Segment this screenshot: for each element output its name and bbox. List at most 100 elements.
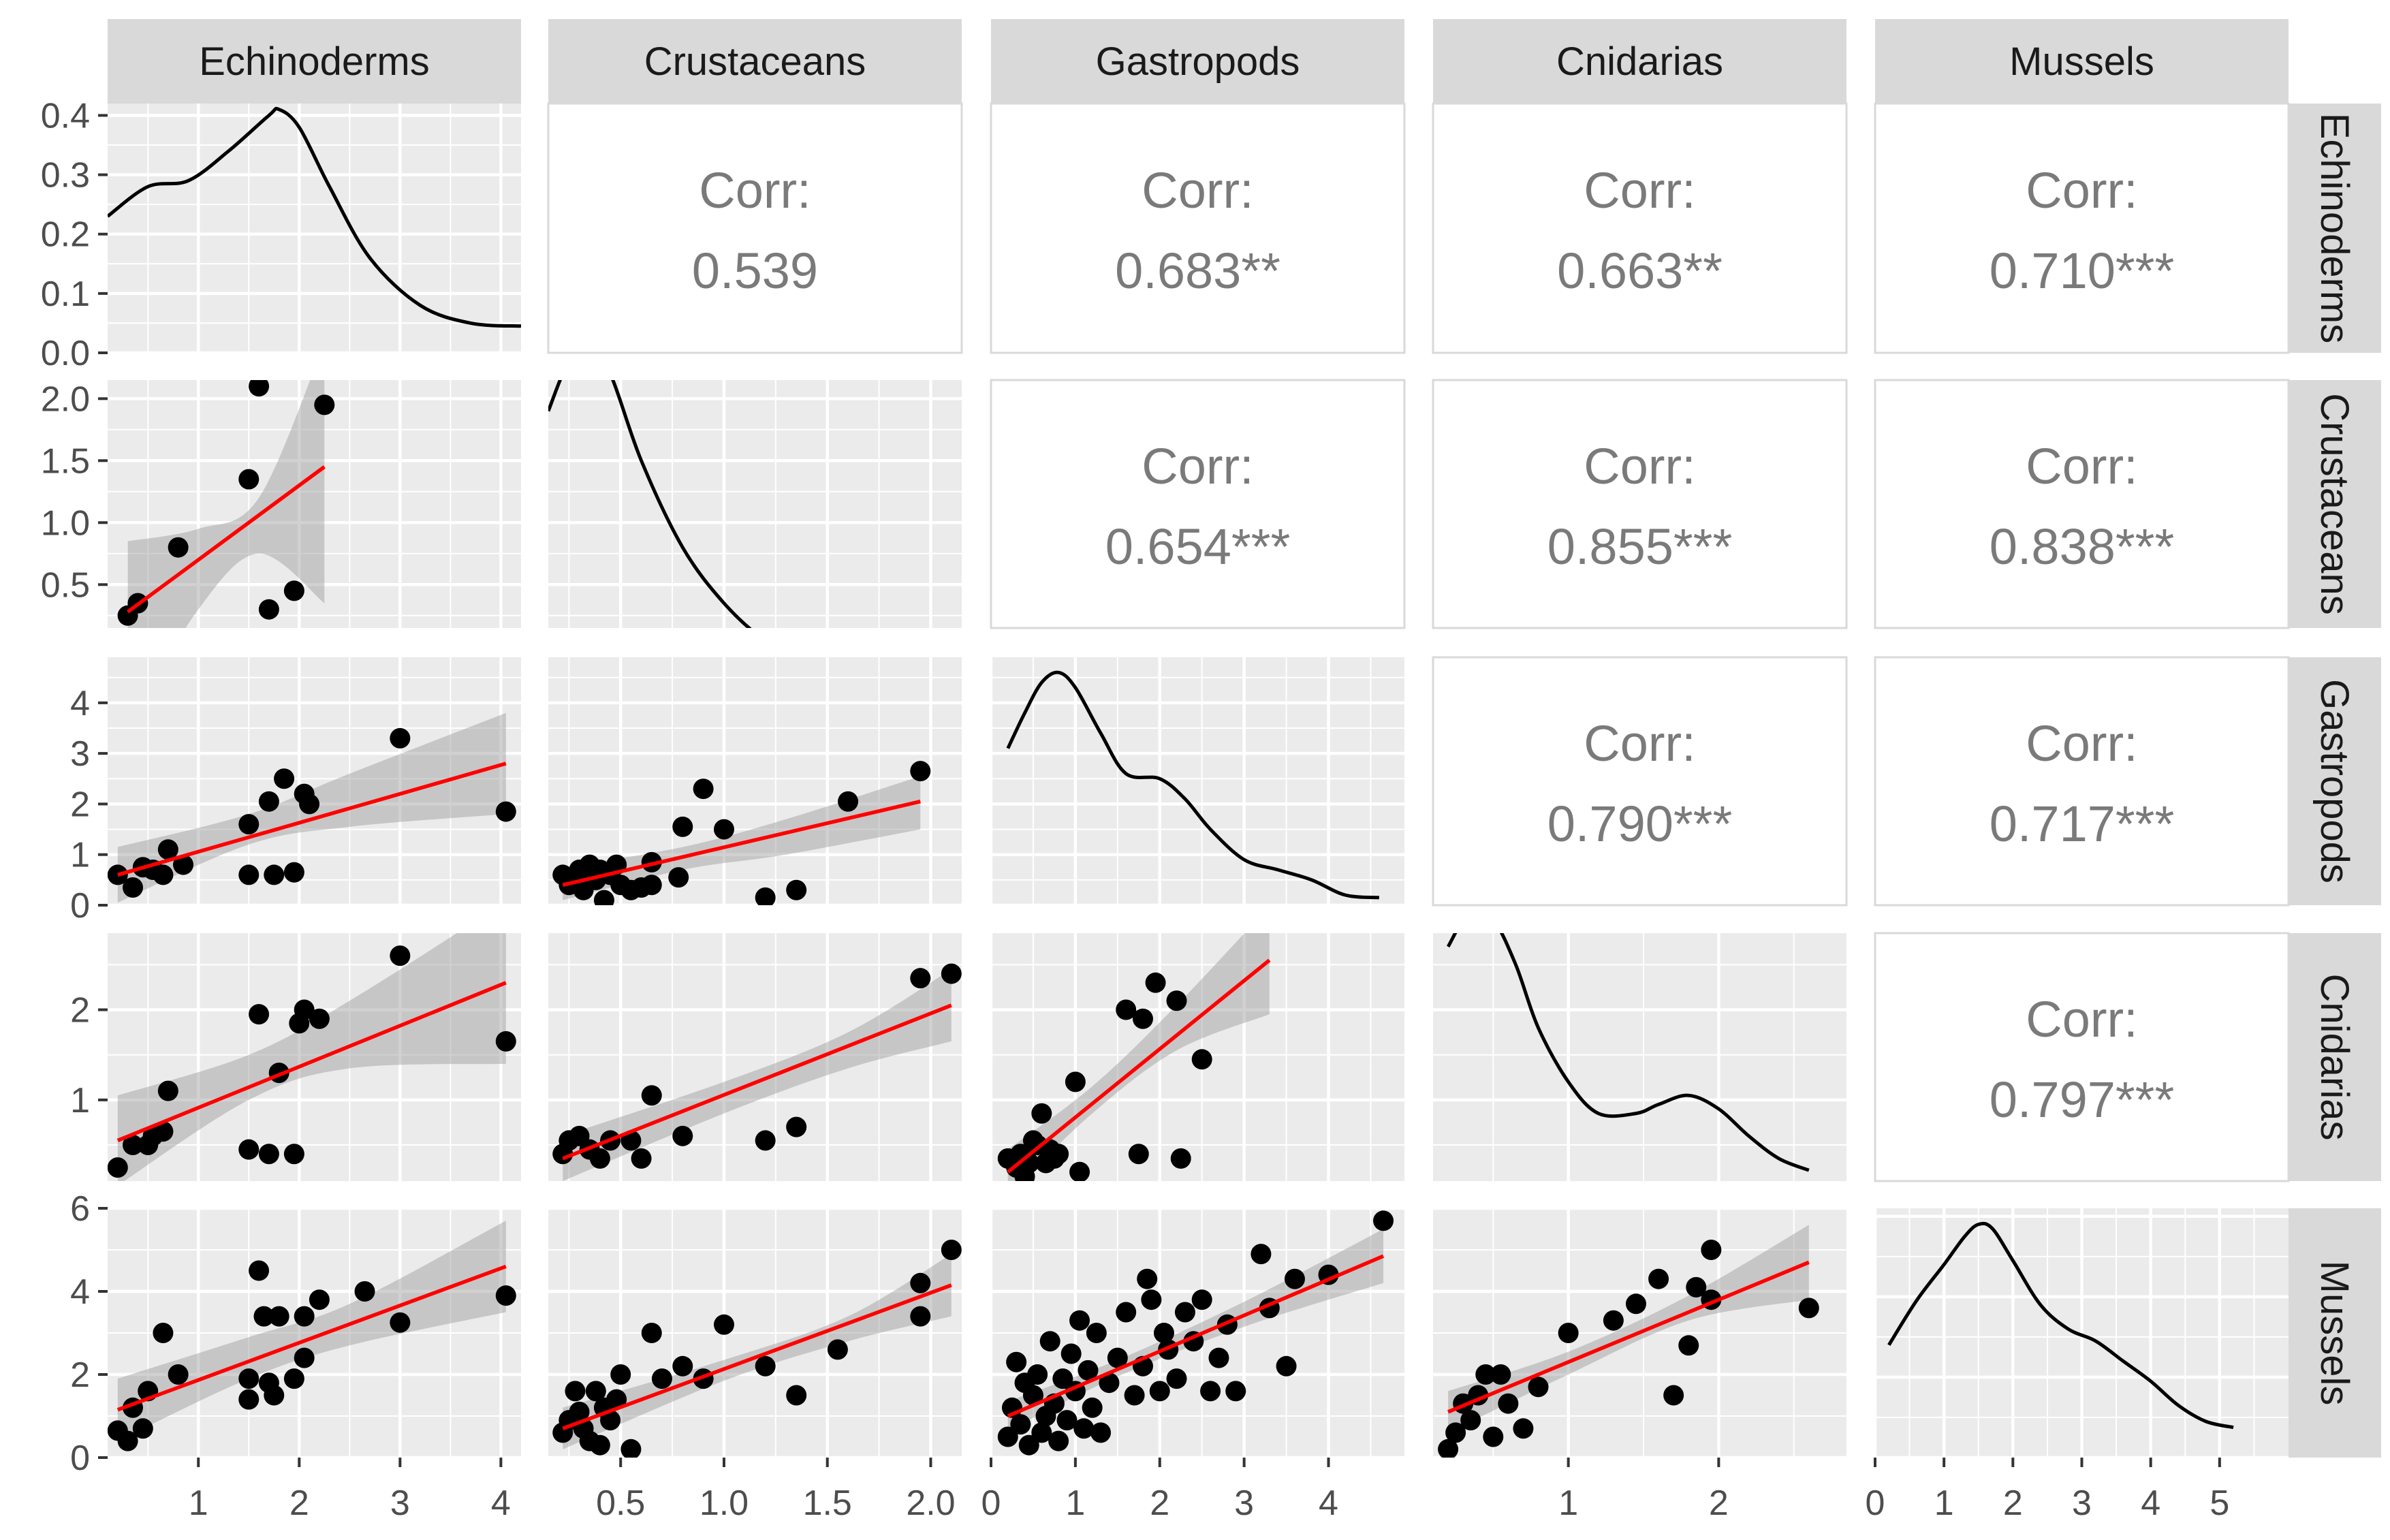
data-point bbox=[283, 580, 304, 601]
x-axis-mussels: 0 1 2 3 4 5 bbox=[1866, 1458, 2229, 1523]
data-point bbox=[258, 599, 279, 620]
x-tick-label: 4 bbox=[491, 1483, 511, 1523]
strip-top-bg bbox=[108, 19, 521, 104]
data-point bbox=[910, 761, 931, 782]
data-point bbox=[606, 1389, 627, 1410]
data-point bbox=[755, 1130, 776, 1151]
data-point bbox=[238, 1368, 260, 1389]
corr-panel-gastropods-cnidarias: Corr: 0.790*** bbox=[1432, 656, 1848, 907]
data-point bbox=[238, 1139, 260, 1160]
data-point bbox=[589, 1434, 610, 1456]
strip-top-echinoderms: Echinoderms bbox=[108, 19, 521, 104]
x-tick-label: 0 bbox=[1866, 1483, 1885, 1523]
data-point bbox=[283, 862, 304, 883]
data-point bbox=[910, 1272, 931, 1293]
confidence-band bbox=[127, 380, 325, 628]
y-axis-echinoderms: 0.0 0.1 0.2 0.3 0.4 bbox=[41, 96, 108, 373]
strip-right-crustaceans: Crustaceans bbox=[2289, 380, 2381, 628]
data-point bbox=[1276, 1355, 1297, 1377]
corr-panel-crustaceans-mussels: Corr: 0.838*** bbox=[1874, 379, 2290, 629]
data-point bbox=[1191, 1049, 1212, 1070]
data-point bbox=[173, 854, 194, 875]
y-tick-label: 0.5 bbox=[41, 565, 90, 605]
strip-right-echinoderms: Echinoderms bbox=[2289, 104, 2381, 353]
data-point bbox=[565, 1381, 586, 1402]
data-point bbox=[249, 1260, 270, 1281]
data-point bbox=[1107, 1347, 1128, 1368]
strip-top-crustaceans: Crustaceans bbox=[548, 19, 962, 104]
data-point bbox=[1048, 1430, 1069, 1451]
data-point bbox=[294, 1347, 315, 1368]
data-point bbox=[1678, 1335, 1699, 1356]
data-point bbox=[1006, 1351, 1027, 1372]
data-point bbox=[589, 1148, 610, 1169]
panel-background bbox=[548, 380, 962, 628]
regression-line bbox=[562, 800, 921, 887]
y-tick-label: 2 bbox=[70, 991, 90, 1031]
x-tick-label: 1 bbox=[1934, 1483, 1954, 1523]
data-point bbox=[1149, 1381, 1170, 1402]
x-tick-label: 0 bbox=[981, 1483, 1001, 1523]
confidence-band bbox=[563, 969, 952, 1181]
strip-top-bg bbox=[991, 19, 1404, 104]
data-point bbox=[309, 1289, 330, 1310]
corr-value: 0.797*** bbox=[1990, 1071, 2175, 1128]
y-tick-label: 1 bbox=[70, 1081, 90, 1120]
scatter-panel-crustaceans-echinoderms bbox=[108, 380, 521, 628]
corr-value: 0.717*** bbox=[1990, 796, 2175, 852]
data-point bbox=[253, 1306, 274, 1327]
scatter-panel-gastropods-echinoderms bbox=[108, 657, 521, 907]
x-tick-label: 3 bbox=[1234, 1483, 1254, 1523]
data-point bbox=[1225, 1381, 1246, 1402]
corr-box bbox=[1432, 656, 1848, 907]
data-point bbox=[168, 537, 189, 558]
strip-right-bg bbox=[2289, 380, 2381, 628]
data-point bbox=[258, 1144, 279, 1165]
data-point bbox=[1625, 1293, 1646, 1315]
data-point bbox=[283, 1368, 304, 1389]
data-point bbox=[1022, 1385, 1043, 1406]
corr-label: Corr: bbox=[1584, 162, 1695, 219]
corr-value: 0.710*** bbox=[1990, 242, 2175, 299]
data-point bbox=[1078, 1360, 1099, 1381]
density-curve bbox=[108, 106, 521, 328]
data-point bbox=[755, 887, 776, 905]
corr-box bbox=[1874, 102, 2290, 354]
data-point bbox=[910, 968, 931, 989]
data-point bbox=[1052, 1368, 1073, 1389]
scatter-panel-mussels-crustaceans bbox=[548, 1206, 962, 1460]
density-panel-mussels bbox=[1873, 1208, 2289, 1460]
corr-box bbox=[1432, 379, 1848, 629]
strip-top-bg bbox=[1875, 19, 2289, 104]
x-tick-label: 2 bbox=[2003, 1483, 2023, 1523]
corr-box bbox=[990, 102, 1406, 354]
data-point bbox=[838, 791, 859, 812]
corr-panel-gastropods-mussels: Corr: 0.717*** bbox=[1874, 656, 2290, 907]
data-point bbox=[1373, 1210, 1394, 1231]
corr-box bbox=[1874, 932, 2290, 1182]
x-tick-label: 0.5 bbox=[596, 1483, 645, 1523]
density-curve bbox=[1887, 1221, 2234, 1430]
x-tick-label: 1 bbox=[189, 1483, 208, 1523]
scatter-panel-gastropods-crustaceans bbox=[548, 657, 962, 907]
scatter-panel-cnidarias-crustaceans bbox=[548, 933, 962, 1181]
data-point bbox=[672, 1355, 693, 1377]
y-tick-label: 4 bbox=[70, 1272, 90, 1312]
data-point bbox=[258, 791, 279, 812]
data-point bbox=[620, 1439, 642, 1458]
corr-value: 0.654*** bbox=[1105, 518, 1291, 575]
confidence-band bbox=[117, 1221, 506, 1441]
data-point bbox=[1116, 1302, 1137, 1323]
corr-label: Corr: bbox=[1142, 438, 1253, 494]
data-point bbox=[1200, 1381, 1221, 1402]
corr-label: Corr: bbox=[1584, 715, 1695, 772]
data-point bbox=[1145, 972, 1166, 993]
data-point bbox=[1010, 1414, 1031, 1435]
strip-right-bg bbox=[2289, 1208, 2381, 1458]
data-point bbox=[693, 779, 714, 800]
strip-top-bg bbox=[548, 19, 962, 104]
scatter-panel-mussels-echinoderms bbox=[108, 1206, 521, 1460]
data-point bbox=[1027, 1364, 1048, 1385]
data-point bbox=[283, 1144, 304, 1165]
